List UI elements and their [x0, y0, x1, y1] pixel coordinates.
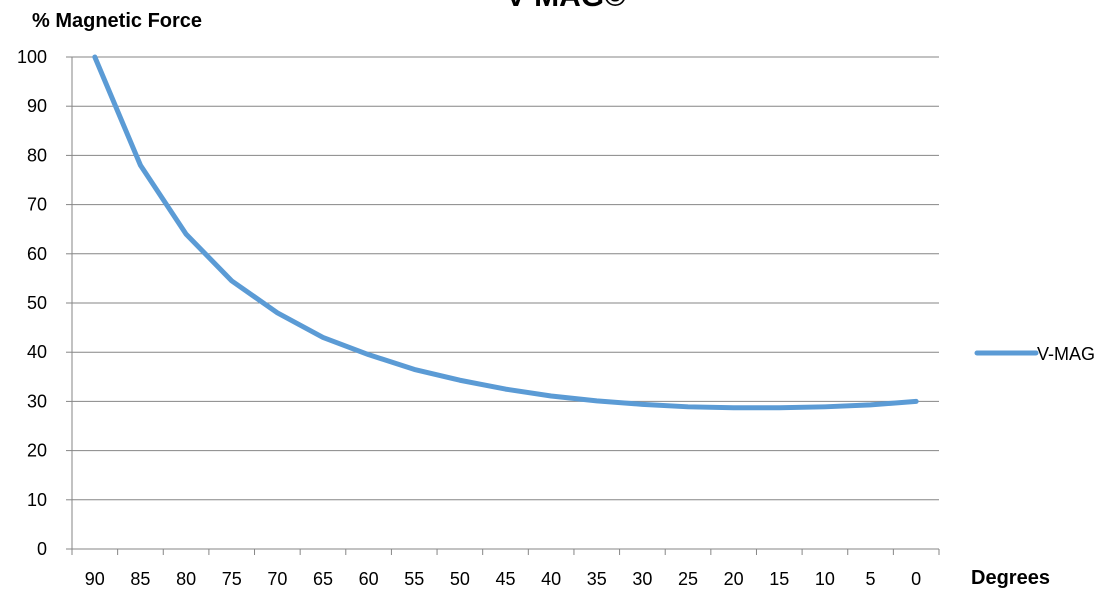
x-tick-label: 55: [404, 569, 424, 589]
x-tick-label: 85: [130, 569, 150, 589]
y-tick-label: 100: [17, 47, 47, 67]
x-tick-label: 30: [632, 569, 652, 589]
x-tick-label: 90: [85, 569, 105, 589]
x-tick-label: 75: [222, 569, 242, 589]
y-tick-label: 60: [27, 244, 47, 264]
axes: [71, 57, 940, 555]
x-tick-label: 80: [176, 569, 196, 589]
y-tick-labels: 0 10 20 30 40 50 60 70 80 90 100: [17, 47, 47, 559]
x-tick-label: 50: [450, 569, 470, 589]
gridlines: [66, 56, 939, 550]
x-tick-label: 45: [495, 569, 515, 589]
x-tick-label: 70: [267, 569, 287, 589]
x-tick-label: 60: [359, 569, 379, 589]
x-tick-label: 15: [769, 569, 789, 589]
x-tick-label: 20: [724, 569, 744, 589]
legend-label: V-MAG: [1037, 344, 1095, 364]
y-tick-label: 70: [27, 195, 47, 215]
y-tick-label: 0: [37, 539, 47, 559]
x-tick-label: 40: [541, 569, 561, 589]
x-tick-label: 5: [866, 569, 876, 589]
y-tick-label: 20: [27, 441, 47, 461]
y-tick-label: 40: [27, 342, 47, 362]
y-tick-label: 90: [27, 96, 47, 116]
x-tick-label: 65: [313, 569, 333, 589]
y-axis-title: % Magnetic Force: [32, 10, 202, 32]
series-group: [92, 54, 919, 411]
legend: V-MAG: [974, 344, 1095, 364]
y-tick-label: 30: [27, 391, 47, 411]
chart-title: V-MAG©: [506, 0, 626, 13]
x-axis-title: Degrees: [971, 567, 1050, 589]
x-tick-label: 35: [587, 569, 607, 589]
x-tick-label: 10: [815, 569, 835, 589]
y-tick-label: 80: [27, 145, 47, 165]
series-line: [92, 54, 919, 411]
y-tick-label: 50: [27, 293, 47, 313]
x-tick-labels: 90 85 80 75 70 65 60 55 50 45 40 35 30 25 20 15 10 5 0: [85, 569, 921, 589]
y-tick-label: 10: [27, 490, 47, 510]
x-tick-label: 25: [678, 569, 698, 589]
x-tick-label: 0: [911, 569, 921, 589]
